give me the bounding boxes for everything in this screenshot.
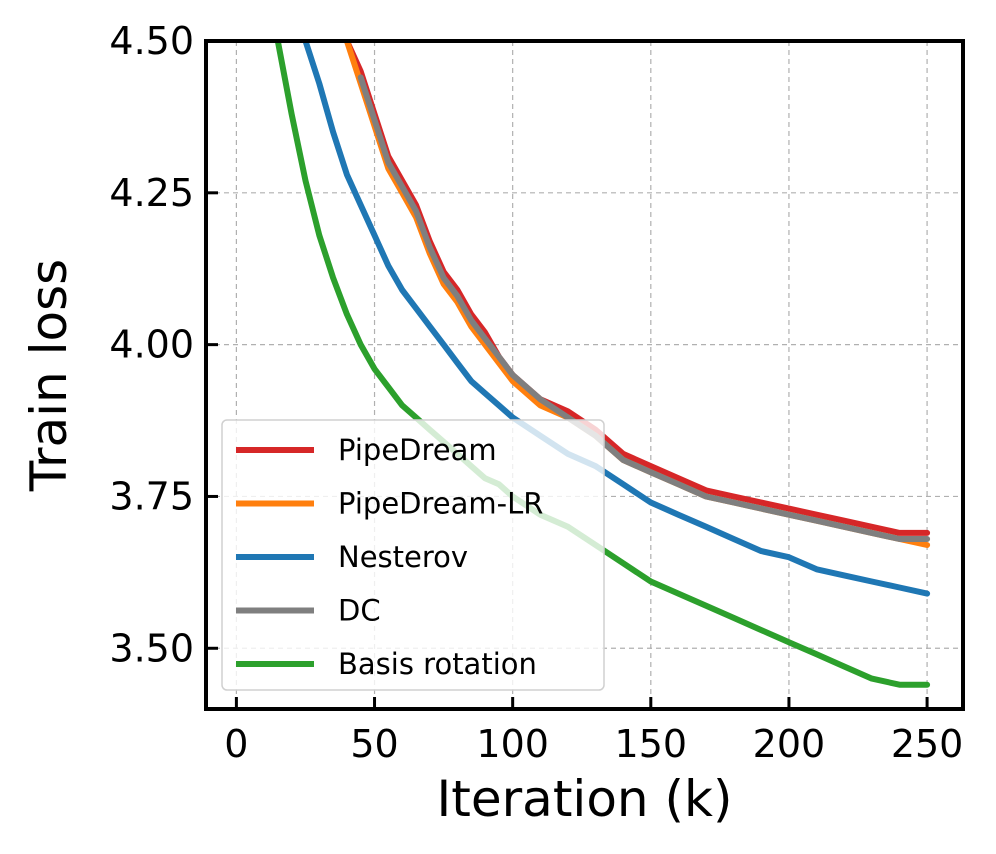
- y-tick-label: 3.50: [109, 626, 194, 670]
- legend: PipeDream PipeDream-LR Nesterov DC Basis rot…: [221, 419, 605, 691]
- legend-label-dc: DC: [338, 594, 381, 628]
- y-tick-label: 3.75: [109, 474, 194, 518]
- x-tick-label: 200: [753, 722, 826, 766]
- x-tick-label: 250: [891, 722, 964, 766]
- x-tick-label: 100: [476, 722, 549, 766]
- x-tick-label: 150: [615, 722, 688, 766]
- plot-frame: [204, 39, 965, 711]
- legend-label-pipedream: PipeDream: [338, 433, 497, 467]
- y-tick-label: 4.00: [109, 323, 194, 367]
- y-tick-label: 4.50: [109, 19, 194, 63]
- legend-label-pipedream-lr: PipeDream-LR: [338, 487, 543, 521]
- legend-label-basis-rotation: Basis rotation: [338, 647, 537, 681]
- ticks: 0 50 100 150 200 250 3.50 3.75 4.00 4.25 4.50: [109, 19, 963, 766]
- x-tick-label: 0: [224, 722, 248, 766]
- legend-box: [221, 419, 605, 691]
- y-tick-label: 4.25: [109, 171, 194, 215]
- x-axis-title: Iteration (k): [437, 770, 733, 828]
- x-tick-label: 50: [350, 722, 398, 766]
- series-line-nesterov: [302, 41, 931, 597]
- y-axis-title: Train loss: [20, 259, 78, 492]
- legend-label-nesterov: Nesterov: [338, 540, 468, 574]
- series-line-dc: [357, 74, 931, 542]
